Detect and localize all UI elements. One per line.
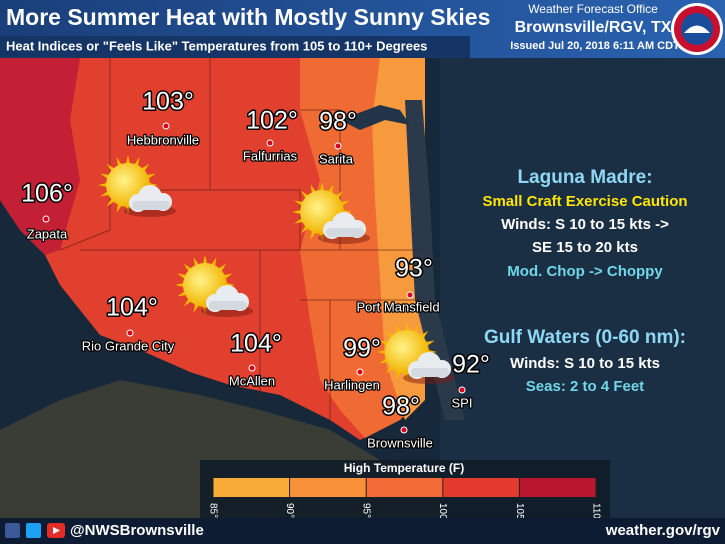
city-temp: 98° [319,108,357,136]
legend-tick-label: 85° [207,503,218,518]
cloud [326,228,364,237]
marine-line: SE 15 to 20 kts [532,239,638,256]
sun-cloud [377,322,455,384]
marine-advisory: Small Craft Exercise Caution [482,193,687,210]
legend-tick-label: 110° [590,503,601,523]
website[interactable]: weather.gov/rgv [605,522,721,539]
city-name: Brownsville [367,435,433,450]
marine-line: Winds: S 10 to 15 kts [510,355,660,372]
nws-logo [671,3,723,55]
youtube-play [53,527,60,534]
sun-cloud [98,155,176,217]
city-dot [406,291,414,299]
legend-title: High Temperature (F) [344,461,464,475]
legend-scale: 85° 90° 95° 100° 105° 110° [207,478,601,524]
sun-cloud [175,255,253,317]
laguna-madre [405,100,465,420]
city-dot [248,364,256,372]
weather-icons [98,155,455,384]
legend-swatch [366,478,443,497]
legend-swatch [519,478,596,497]
city-temp: 93° [395,255,433,283]
heat-region-105 [0,58,80,255]
city-dot [334,142,342,150]
city-dot [42,215,50,223]
legend-swatch [289,478,367,497]
legend-tick-label: 90° [284,503,295,518]
social-handle[interactable]: @NWSBrownsville [70,522,204,539]
title: More Summer Heat with Mostly Sunny Skies [6,4,490,30]
city-temp: 103° [142,88,194,116]
city-dot [356,368,364,376]
city-name: SPI [452,395,473,410]
city-temp: 99° [343,335,381,363]
cloud [411,368,449,377]
subtitle: Heat Indices or "Feels Like" Temperature… [6,38,427,53]
gulf [440,58,725,518]
city-temp: 102° [246,107,298,135]
city-name: Falfurrias [243,148,298,163]
city-dot [266,139,274,147]
marine-seas: Seas: 2 to 4 Feet [526,378,644,395]
marine-heading: Gulf Waters (0-60 nm): [484,327,686,348]
baffin-bay [340,105,410,130]
cloud [209,301,247,310]
city-dot [400,426,408,434]
city-name: Harlingen [324,377,380,392]
city-temp: 104° [106,294,158,322]
sun-cloud [292,182,370,244]
marine-forecast: Laguna Madre: Small Craft Exercise Cautio… [482,167,687,395]
legend-tick-label: 95° [361,503,372,518]
cloud [132,201,170,210]
city-temp: 98° [382,393,420,421]
facebook-icon[interactable] [5,523,20,538]
city-temp: 106° [21,180,73,208]
footer-bar [0,518,725,544]
city-dot [458,386,466,394]
legend-tick-label: 100° [437,503,448,524]
marine-line: Winds: S 10 to 15 kts -> [501,216,669,233]
city-name: Sarita [319,151,354,166]
city-labels: 103° Hebbronville 102° Falfurrias 98° Sarita 1… [20,86,492,452]
city-name: Rio Grande City [82,338,175,353]
city-name: Hebbronville [127,132,199,147]
issued: Issued Jul 20, 2018 6:11 AM CDT [510,40,680,52]
location: Brownsville/RGV, TX [515,19,672,36]
marine-heading: Laguna Madre: [517,167,652,188]
city-name: Port Mansfield [356,299,439,314]
marine-seas: Mod. Chop -> Choppy [507,263,663,280]
subtitle-bar [0,36,470,58]
city-temp: 104° [230,330,282,358]
city-temp: 92° [452,351,490,379]
legend-tick-label: 105° [514,503,525,524]
office: Weather Forecast Office [528,2,658,16]
city-name: McAllen [229,373,275,388]
city-name: Zapata [27,226,68,241]
legend-swatch [213,478,290,497]
city-dot [162,122,170,130]
legend-swatch [442,478,520,497]
twitter-icon[interactable] [26,523,41,538]
city-dot [126,329,134,337]
